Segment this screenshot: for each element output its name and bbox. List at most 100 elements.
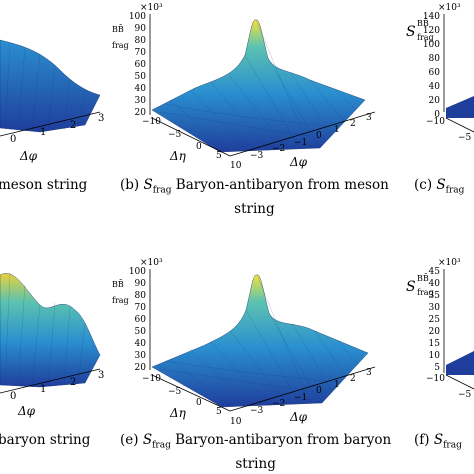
z-tick: 80 [135,291,147,301]
phi-tick: −1 [294,138,307,148]
z-tick: 120 [423,26,440,36]
x-tick: 2 [70,377,76,388]
z-tick: 20 [135,108,147,118]
z-tick: 140 [423,12,440,22]
panel-a-plot: 0 1 2 3 Δφ [0,39,104,163]
z-axis-sub: frag [112,41,129,50]
caption-f: (f) Sfrag [414,432,462,451]
z-tick: 40 [429,279,441,289]
phi-axis-label: Δφ [289,155,308,169]
caption-c: (c) Sfrag [414,177,465,196]
z-tick: 100 [423,40,440,50]
z-tick: 30 [135,351,147,361]
surface-c [446,96,474,118]
z-tick: 20 [429,96,441,106]
x-tick: 3 [98,370,104,381]
z-tick: 20 [135,363,147,373]
z-tick: 40 [135,84,147,94]
z-axis-sub: frag [112,296,129,305]
phi-tick: 3 [366,113,372,123]
eta-tick: −10 [142,374,161,384]
phi-tick: −1 [294,393,307,403]
z-tick: 60 [135,60,147,70]
eta-tick: 0 [196,398,202,408]
surface-e [151,274,369,408]
phi-tick: 3 [366,368,372,378]
surface-d [0,273,101,388]
phi-tick: 2 [350,119,356,129]
phi-tick: −3 [250,151,264,161]
x-tick: 1 [40,384,46,395]
x-tick: 1 [40,127,46,138]
eta-tick: −5 [458,133,472,143]
eta-tick: 0 [196,142,202,152]
x-tick: 0 [10,391,16,402]
z-tick: 90 [135,279,147,289]
surface-a [0,39,101,133]
phi-tick: −2 [272,144,285,154]
eta-tick: −10 [426,117,445,127]
surface-b [151,19,366,153]
caption-d: baryon string [0,432,91,448]
z-axis-sup: BB̄ [112,25,124,34]
surface-f [446,351,474,375]
z-tick: 5 [434,363,440,373]
z-tick: 100 [129,12,146,22]
phi-tick: −3 [250,406,264,416]
x-tick: 0 [10,134,16,145]
z-tick: 30 [429,303,441,313]
caption-e: (e) Sfrag Baryon-antibaryon from baryon … [120,432,392,472]
phi-tick: −2 [272,399,285,409]
z-tick: 50 [135,72,147,82]
z-tick: 20 [429,327,441,337]
panel-b-plot: ×10³ S BB̄ frag 100 90 80 70 60 50 40 30… [110,3,376,171]
z-axis-label: S [406,279,416,295]
x-axis-label: Δφ [19,149,38,163]
x-tick: 3 [98,113,104,124]
phi-tick: 1 [334,125,340,135]
eta-tick: 5 [216,407,222,417]
x-axis-label: Δφ [17,404,36,418]
caption-a: meson string [0,177,88,193]
z-tick: 60 [135,315,147,325]
eta-tick: −5 [168,130,182,140]
eta-tick: −5 [458,390,472,400]
z-tick: 70 [135,48,147,58]
z-axis-label: S [406,24,416,40]
phi-tick: 0 [316,386,322,396]
z-tick: 30 [135,96,147,106]
phi-tick: 1 [334,380,340,390]
z-tick: 80 [429,54,441,64]
phi-tick: 0 [316,131,322,141]
eta-tick: 10 [230,417,242,427]
exponent-label: ×10³ [438,3,461,13]
z-tick: 0 [434,110,440,120]
exponent-label: ×10³ [140,3,163,13]
eta-tick: −5 [168,387,182,397]
z-tick: 35 [429,291,441,301]
z-tick: 70 [135,303,147,313]
z-axis-sub: frag [417,33,434,42]
eta-tick: −10 [426,374,445,384]
z-tick: 15 [429,339,441,349]
z-tick: 60 [429,68,441,78]
panel-f-plot: ×10³ S BB̄ frag 45 40 35 30 25 20 15 10 … [406,258,474,400]
z-tick: 10 [429,351,441,361]
panel-d-plot: 0 1 2 3 Δφ [0,272,104,418]
z-axis-sup: BB̄ [417,274,429,283]
eta-tick: 5 [216,151,222,161]
z-tick: 40 [135,339,147,349]
eta-tick: −10 [142,117,161,127]
eta-axis-label: Δη [169,406,187,420]
z-tick: 45 [429,267,441,277]
phi-axis-label: Δφ [289,410,308,424]
caption-b: (b) Sfrag Baryon-antibaryon from meson s… [120,177,389,217]
z-tick: 80 [135,36,147,46]
x-tick: 2 [70,120,76,131]
z-tick: 25 [429,315,441,325]
eta-axis-label: Δη [169,149,187,163]
z-tick: 50 [135,327,147,337]
z-tick: 40 [429,82,441,92]
phi-tick: 2 [350,374,356,384]
z-tick: 100 [129,267,146,277]
